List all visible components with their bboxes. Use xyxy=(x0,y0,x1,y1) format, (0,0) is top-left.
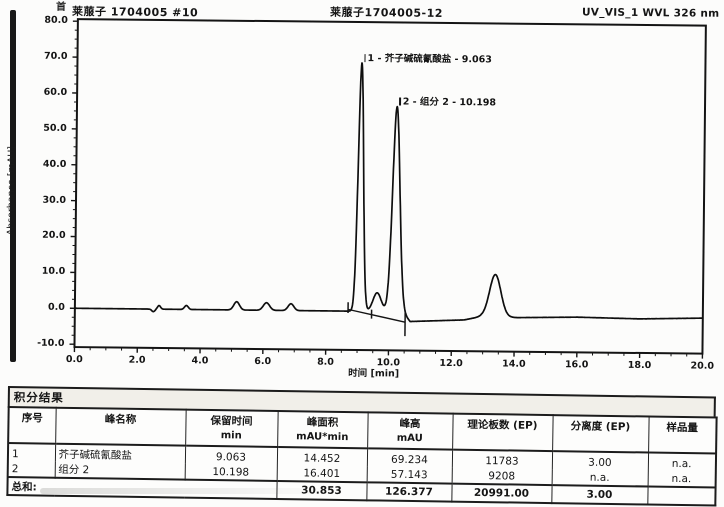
column-header: 样品量 xyxy=(648,417,717,454)
x-tick-label: 4.0 xyxy=(185,355,215,366)
sample-id-center: 莱菔子1704005-12 xyxy=(330,4,443,21)
table-cell: 9208 xyxy=(452,468,552,485)
y-tick-label: 70.0 xyxy=(27,51,67,62)
y-tick-label: 20.0 xyxy=(26,230,66,241)
table-cell: 组分 2 xyxy=(55,462,185,480)
column-unit: min xyxy=(189,430,274,442)
column-header: 序号 xyxy=(8,407,56,444)
y-tick-label: 10.0 xyxy=(25,266,65,277)
totals-cell: 3.00 xyxy=(551,485,647,504)
scan-smudge-artifact xyxy=(40,488,340,494)
y-axis-title: Absorbance [mAU] xyxy=(5,115,23,265)
y-tick-label: 80.0 xyxy=(28,15,68,26)
x-tick-label: 14.0 xyxy=(499,359,529,370)
y-tick-label: 50.0 xyxy=(27,122,67,133)
chromatogram-plot xyxy=(0,0,724,397)
x-tick-label: 16.0 xyxy=(562,359,592,370)
x-tick-label: 2.0 xyxy=(122,355,152,366)
column-header: 分离度 (EP) xyxy=(552,415,649,452)
y-tick-label: -10.0 xyxy=(24,338,64,349)
table-cell: 9.063 xyxy=(185,446,277,465)
table-cell: 14.452 xyxy=(277,447,367,466)
table-cell: n.a. xyxy=(552,469,648,486)
table-cell: 69.234 xyxy=(367,448,452,467)
table-cell: 2 xyxy=(8,461,55,478)
x-tick-label: 10.0 xyxy=(373,357,403,368)
table-cell: 芥子碱硫氰酸盐 xyxy=(55,444,185,464)
plot-frame xyxy=(74,19,705,354)
table-cell: 11783 xyxy=(452,450,552,469)
x-tick-label: 8.0 xyxy=(310,357,340,368)
column-header: 峰名称 xyxy=(55,408,186,446)
table-cell: 3.00 xyxy=(552,451,648,470)
table-cell: 1 xyxy=(8,443,55,462)
y-tick-label: 30.0 xyxy=(26,194,66,205)
peak-label-2: 2 - 组分 2 - 10.198 xyxy=(399,94,496,109)
y-tick-label: 40.0 xyxy=(26,158,66,169)
detector-channel-label: UV_VIS_1 WVL 326 nm xyxy=(582,6,720,19)
totals-cell: 126.377 xyxy=(366,482,451,501)
integration-baseline xyxy=(348,309,405,322)
y-tick-label: 0.0 xyxy=(25,302,65,313)
table-cell: 16.401 xyxy=(277,465,367,482)
x-tick-label: 6.0 xyxy=(248,356,278,367)
chromatogram-trace xyxy=(75,60,706,325)
column-header: 理论板数 (EP) xyxy=(452,414,553,451)
totals-cell: 20991.00 xyxy=(451,484,551,503)
peak-label-1: 1 - 芥子碱硫氰酸盐 - 9.063 xyxy=(364,50,492,65)
table-cell: n.a. xyxy=(648,471,716,488)
table-cell: n.a. xyxy=(648,453,716,472)
chromatogram-panel: 首 莱菔子 1704005 #10 莱菔子1704005-12 UV_VIS_1… xyxy=(0,0,724,397)
table-cell: 57.143 xyxy=(367,466,452,483)
y-tick-label: 60.0 xyxy=(27,86,67,97)
x-tick-label: 0.0 xyxy=(59,354,89,365)
totals-cell xyxy=(647,486,715,505)
column-unit: mAU xyxy=(371,432,449,444)
table-cell: 10.198 xyxy=(185,464,277,481)
x-tick-label: 12.0 xyxy=(436,358,466,369)
column-unit: mAU*min xyxy=(281,431,364,443)
x-tick-label: 18.0 xyxy=(624,360,654,371)
scan-stamp-artifact: 首 xyxy=(56,0,66,13)
sample-id-left: 莱菔子 1704005 #10 xyxy=(72,3,198,20)
x-tick-label: 20.0 xyxy=(687,360,717,371)
